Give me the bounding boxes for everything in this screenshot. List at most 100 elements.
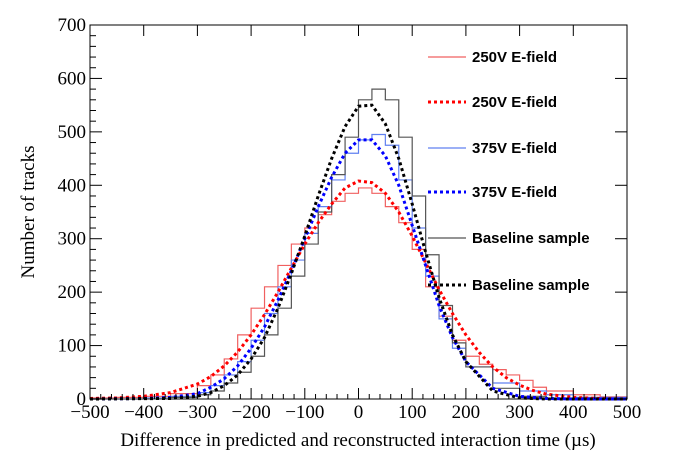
data-point [385,155,386,156]
data-point [344,137,345,138]
data-point [170,398,171,399]
data-point [358,139,359,140]
data-point [425,251,426,252]
data-point [251,340,252,341]
legend-label: Baseline sample [472,277,590,294]
y-axis-title: Number of tracks [18,146,39,279]
data-point [224,378,225,379]
data-point [264,314,265,315]
y-tick-label: 300 [58,229,87,250]
data-point [412,195,413,196]
series-fit-5 [89,103,627,401]
data-point [438,305,439,306]
data-point [465,361,466,362]
x-tick-label: −200 [231,402,270,423]
data-point [546,398,547,399]
data-point [291,273,292,274]
data-point [371,193,372,194]
x-tick-label: 500 [613,402,642,423]
data-point [264,313,265,314]
data-point [264,337,265,338]
data-point [251,348,252,349]
data-point [492,366,493,367]
data-point [318,206,319,207]
data-point [506,374,507,375]
data-point [318,222,319,223]
series-fit-3 [89,138,627,401]
data-point [224,374,225,375]
y-tick-label: 400 [58,175,87,196]
data-point [170,392,171,393]
data-point [318,211,319,212]
data-point [398,179,399,180]
y-tick-label: 100 [58,336,87,357]
data-point [465,366,466,367]
series-histogram-4 [90,88,628,400]
data-point [398,211,399,212]
data-point [371,139,372,140]
data-point [371,105,372,106]
data-point [479,364,480,365]
legend-label: 250V E-field [472,49,557,66]
x-tick-label: 0 [354,402,364,423]
data-point [251,308,252,309]
data-point [304,227,305,228]
plot-frame [89,24,628,400]
x-tick-label: −300 [178,402,217,423]
data-point [210,374,211,375]
data-point [398,185,399,186]
data-point [224,358,225,359]
data-point [452,334,453,335]
data-point [210,376,211,377]
y-tick-label: 600 [58,68,87,89]
ticks-layer: −500 −400 −300 −200 −100 0 100 200 300 400 500 0 100… [58,15,642,423]
legend-label: Baseline sample [472,230,590,247]
data-point [425,286,426,287]
data-point [398,222,399,223]
data-point [546,394,547,395]
data-point [465,334,466,335]
data-point [251,358,252,359]
data-point [331,203,332,204]
x-axis-title: Difference in predicted and reconstructe… [120,430,595,451]
data-point [385,123,386,124]
data-point [277,308,278,309]
series-histogram-2 [90,133,628,400]
data-point [358,106,359,107]
data-point [452,342,453,343]
data-point [331,177,332,178]
y-tick-label: 0 [77,389,87,410]
data-point [452,348,453,349]
data-point [425,276,426,277]
x-tick-label: 200 [452,402,481,423]
data-point [438,318,439,319]
data-point [519,385,520,386]
data-point [224,385,225,386]
data-point [506,377,507,378]
data-point [438,297,439,298]
data-point [438,289,439,290]
x-tick-label: −500 [70,402,109,423]
y-tick-label: 500 [58,122,87,143]
data-point [519,380,520,381]
data-point [371,134,372,135]
data-point [385,99,386,100]
data-point [479,352,480,353]
data-point [331,158,332,159]
data-point [412,235,413,236]
x-tick-label: 100 [398,402,427,423]
data-point [251,334,252,335]
data-point [291,259,292,260]
data-point [210,392,211,393]
data-point [412,249,413,250]
data-point [237,334,238,335]
data-point [398,137,399,138]
y-tick-label: 700 [58,15,87,36]
data-point [371,182,372,183]
data-point [358,187,359,188]
x-tick-label: 300 [505,402,534,423]
data-point [277,286,278,287]
x-tick-label: −400 [124,402,163,423]
data-point [318,195,319,196]
